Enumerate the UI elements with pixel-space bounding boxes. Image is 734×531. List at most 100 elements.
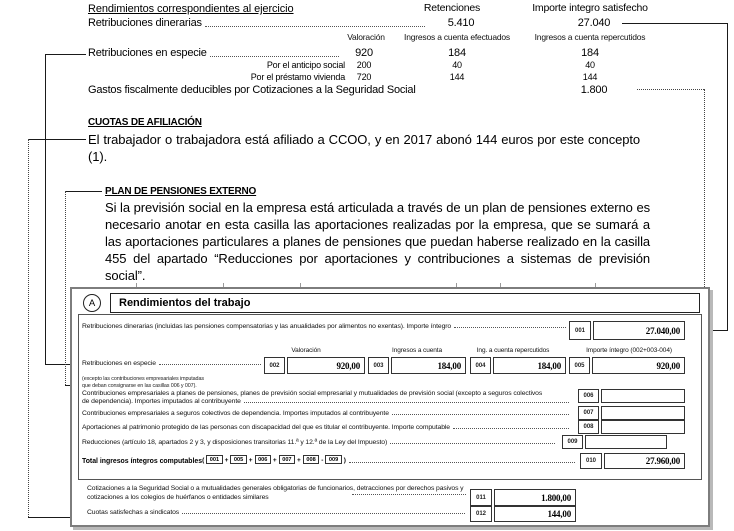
cropped-box-tick	[456, 283, 457, 288]
total-code-007: 007	[278, 455, 296, 464]
field-010: 010 27.960,00	[580, 453, 685, 469]
cropped-box-tick	[595, 283, 596, 288]
row-006-label1: Contribuciones empresariales a planes de…	[82, 390, 543, 397]
form-row-012: Cuotas satisfechas a sindicatos	[87, 509, 468, 516]
field-004-code: 004	[470, 357, 491, 374]
total-code-005: 005	[230, 455, 247, 464]
field-009-value	[585, 435, 667, 449]
form-col-repercutidos: Ing. a cuenta repercutidos	[476, 347, 550, 354]
dotted-leader	[452, 427, 569, 429]
field-012-code: 012	[470, 506, 492, 522]
prestamo-valoracion: 720	[356, 72, 372, 82]
paren-close: )	[343, 457, 346, 464]
form-row-009: Reducciones (artículo 18, apartados 2 y …	[82, 439, 558, 446]
total-code-001: 001	[206, 455, 223, 464]
sub-valoracion: Valoración	[347, 32, 385, 42]
total-label: Total ingresos íntegros computables	[82, 458, 203, 465]
dinerarias-retenciones: 5.410	[447, 17, 475, 29]
form-col-ingresos: Ingresos a cuenta	[392, 347, 442, 354]
field-006-code: 006	[578, 389, 599, 403]
dotted-leader	[158, 363, 261, 365]
anticipo-efectuados: 40	[452, 60, 462, 70]
dotted-leader	[209, 55, 339, 57]
sub-efectuados: Ingresos a cuenta efectuados	[404, 32, 510, 42]
form-row-007: Contribuciones empresariales a seguros c…	[82, 410, 572, 417]
form-row-total: Total ingresos íntegros computables ( 00…	[82, 455, 578, 465]
field-010-code: 010	[580, 453, 602, 469]
row-001-label: Retribuciones dinerarias (incluidas las …	[82, 323, 452, 330]
row-011-label: Cotizaciones a la Seguridad Social o a m…	[87, 485, 464, 501]
field-007-code: 007	[578, 406, 599, 420]
field-004-value: 184,00	[493, 357, 566, 374]
section-letter-badge: A	[83, 294, 101, 312]
field-011-code: 011	[470, 489, 492, 506]
field-012: 012 144,00	[470, 506, 576, 522]
row-002-label: Retribuciones en especie	[82, 360, 156, 367]
field-005: 005 920,00	[569, 357, 685, 374]
field-001-code: 001	[569, 321, 591, 340]
connector-line	[45, 54, 86, 55]
dotted-leader	[348, 461, 575, 463]
especie-efectuados: 184	[448, 47, 466, 59]
dotted-leader	[243, 401, 569, 403]
field-003-value: 184,00	[391, 357, 466, 374]
plan-heading: PLAN DE PENSIONES EXTERNO	[105, 186, 257, 197]
field-007-value	[601, 406, 685, 420]
total-code-008: 008	[302, 455, 320, 464]
field-006-value	[601, 389, 685, 403]
field-001-value: 27.040,00	[593, 321, 685, 340]
field-002-code: 002	[264, 357, 285, 374]
field-005-value: 920,00	[592, 357, 685, 374]
field-004: 004 184,00	[470, 357, 566, 374]
connector-dotted-line	[637, 89, 704, 90]
row-002-note1: (excepto las contribuciones empresariale…	[82, 376, 204, 382]
row-006-label2: de dependencia). Importes imputados al c…	[82, 398, 241, 405]
connector-line	[727, 23, 728, 331]
total-code-006: 006	[254, 455, 271, 464]
cuotas-body: El trabajador o trabajadora está afiliad…	[88, 132, 640, 164]
especie-label: Retribuciones en especie	[88, 47, 207, 59]
operator: -	[321, 457, 324, 464]
schedule-title: Rendimientos correspondientes al ejercic…	[88, 3, 294, 15]
field-008: 008	[578, 420, 685, 434]
operator: +	[248, 457, 253, 464]
field-011-value: 1.800,00	[494, 489, 576, 506]
especie-valoracion: 920	[355, 47, 373, 59]
connector-line	[45, 54, 46, 365]
gastos-importe: 1.800	[580, 84, 608, 96]
dinerarias-importe: 27.040	[577, 17, 611, 29]
dotted-leader	[454, 326, 566, 328]
form-col-importe: Importe íntegro (002+003-004)	[586, 347, 672, 354]
form-inner-frame	[78, 314, 702, 480]
field-006: 006	[578, 389, 685, 403]
field-002-value: 920,00	[287, 357, 365, 374]
form-row-008: Aportaciones al patrimonio protegido de …	[82, 424, 572, 431]
field-008-value	[601, 420, 685, 434]
field-005-code: 005	[569, 357, 590, 374]
form-row-001: Retribuciones dinerarias (incluidas las …	[82, 323, 569, 330]
dinerarias-label: Retribuciones dinerarias	[88, 17, 202, 29]
field-007: 007	[578, 406, 685, 420]
field-009: 009	[562, 435, 667, 449]
connector-line	[622, 23, 728, 24]
cropped-box-tick	[223, 283, 224, 288]
cropped-box-tick	[136, 283, 137, 288]
tax-form-section-a: A Rendimientos del trabajo Retribuciones…	[70, 287, 710, 527]
prestamo-efectuados: 144	[449, 72, 465, 82]
connector-line	[65, 191, 102, 192]
field-002: 002 920,00	[264, 357, 365, 374]
form-section-title: Rendimientos del trabajo	[110, 293, 700, 313]
connector-line	[28, 517, 71, 518]
anticipo-label: Por el anticipo social	[266, 60, 345, 70]
especie-repercutidos: 184	[581, 47, 599, 59]
operator: +	[224, 457, 229, 464]
cropped-box-tick	[500, 283, 501, 288]
field-003-code: 003	[368, 357, 389, 374]
row-especie: Retribuciones en especie	[88, 47, 342, 59]
form-row-006: de dependencia). Importes imputados al c…	[82, 398, 572, 405]
paren-open: (	[202, 457, 205, 464]
operator: +	[272, 457, 277, 464]
row-012-label: Cuotas satisfechas a sindicatos	[87, 509, 180, 516]
connector-line	[45, 364, 71, 365]
